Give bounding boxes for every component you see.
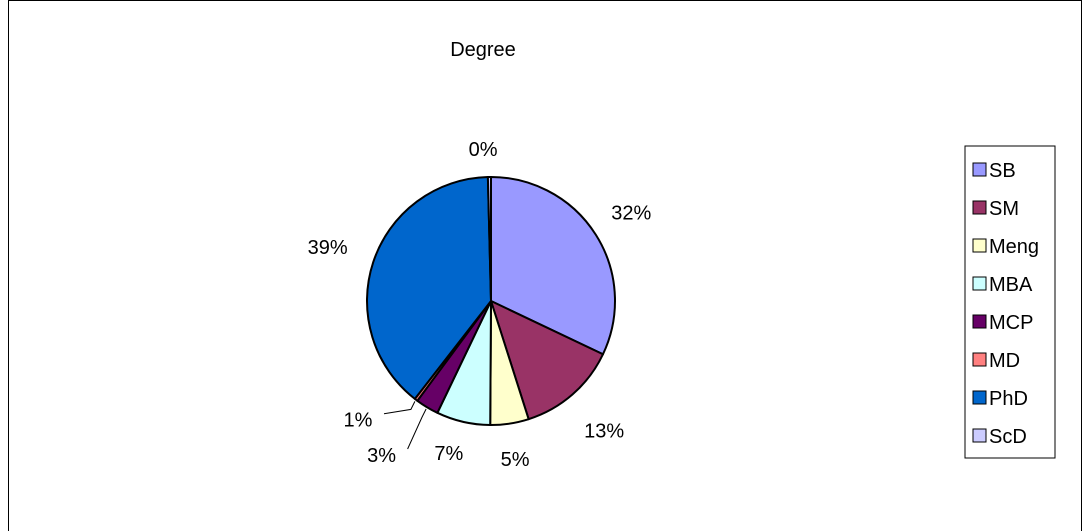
pie-slice-scd [486, 176, 492, 302]
legend-label-sb: SB [989, 160, 1016, 182]
legend-box [964, 145, 1056, 459]
percent-label-md: 1% [344, 410, 373, 432]
pie-slice-phd [366, 176, 492, 400]
legend-swatch-md [972, 352, 987, 367]
legend-label-sm: SM [989, 198, 1019, 220]
chart-title: Degree [450, 39, 516, 61]
legend-label-scd: ScD [989, 426, 1027, 448]
legend-label-meng: Meng [989, 236, 1039, 258]
pie-slices [366, 176, 616, 427]
legend-label-phd: PhD [989, 388, 1028, 410]
percent-label-meng: 5% [501, 449, 530, 471]
legend-swatch-mcp [972, 314, 987, 329]
leader-lines [383, 401, 427, 450]
percent-label-scd: 0% [469, 139, 498, 161]
chart-frame: Degree 32% 13% 5% 7% 3% 1% 39% 0% SB SM Meng MBA MC… [8, 0, 1082, 531]
percent-label-phd: 39% [308, 237, 348, 259]
percent-label-sb: 32% [611, 202, 651, 224]
pie-chart: Degree 32% 13% 5% 7% 3% 1% 39% 0% SB SM Meng MBA MC… [308, 39, 1056, 471]
legend-swatch-phd [972, 390, 987, 405]
percent-labels: 32% 13% 5% 7% 3% 1% 39% 0% [308, 139, 652, 471]
percent-label-mcp: 3% [367, 445, 396, 467]
percent-label-sm: 13% [584, 421, 624, 443]
legend-swatch-scd [972, 428, 987, 443]
legend-label-md: MD [989, 350, 1020, 372]
legend-swatch-sb [972, 162, 987, 177]
legend-swatch-mba [972, 276, 987, 291]
legend-label-mba: MBA [989, 274, 1033, 296]
legend-label-mcp: MCP [989, 312, 1033, 334]
pie-slice-sb [490, 176, 616, 356]
percent-label-mba: 7% [434, 443, 463, 465]
legend-swatch-sm [972, 200, 987, 215]
pie-slice-sm [490, 300, 604, 421]
legend-swatch-meng [972, 238, 987, 253]
leader-line-mcp [407, 408, 427, 450]
leader-line-md [383, 401, 416, 415]
legend: SB SM Meng MBA MCP MD PhD ScD [964, 145, 1056, 459]
